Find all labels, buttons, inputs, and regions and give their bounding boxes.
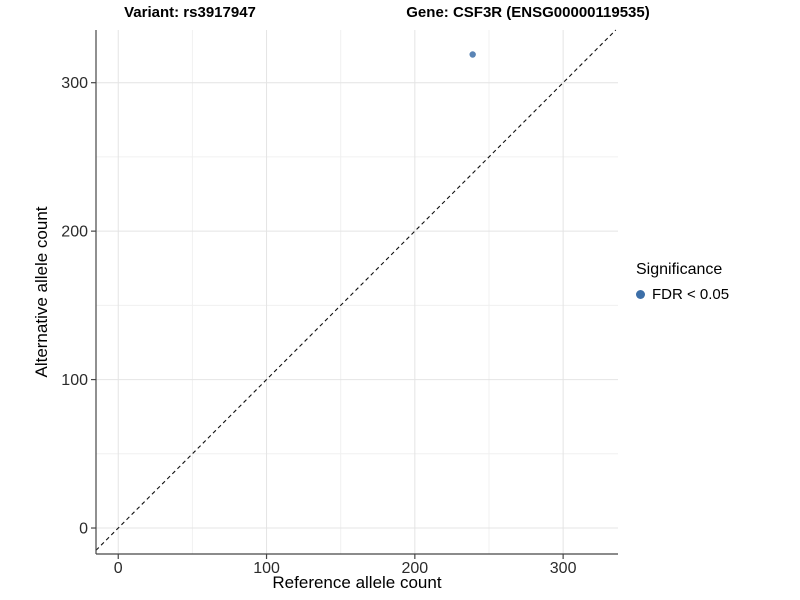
x-tick-label: 300 [550, 560, 577, 577]
legend-point-icon [636, 290, 645, 299]
legend-title: Significance [636, 261, 723, 278]
legend-entry: FDR < 0.05 [636, 286, 796, 303]
x-tick-label: 100 [253, 560, 280, 577]
x-tick-label: 200 [401, 560, 428, 577]
x-tick-label: 0 [114, 560, 123, 577]
data-point [469, 51, 476, 58]
legend-entry-label: FDR < 0.05 [652, 286, 730, 303]
plot-title-gene: Gene: CSF3R (ENSG00000119535) [406, 4, 650, 21]
y-axis-title: Alternative allele count [32, 206, 51, 378]
y-tick-label: 0 [79, 521, 88, 538]
legend: Significance FDR < 0.05 [636, 261, 796, 303]
plot-title-variant: Variant: rs3917947 [124, 4, 256, 21]
y-tick-label: 100 [61, 372, 88, 389]
identity-line [95, 29, 617, 551]
y-tick-label: 200 [61, 224, 88, 241]
x-axis-title: Reference allele count [272, 573, 442, 592]
y-tick-label: 300 [61, 75, 88, 92]
